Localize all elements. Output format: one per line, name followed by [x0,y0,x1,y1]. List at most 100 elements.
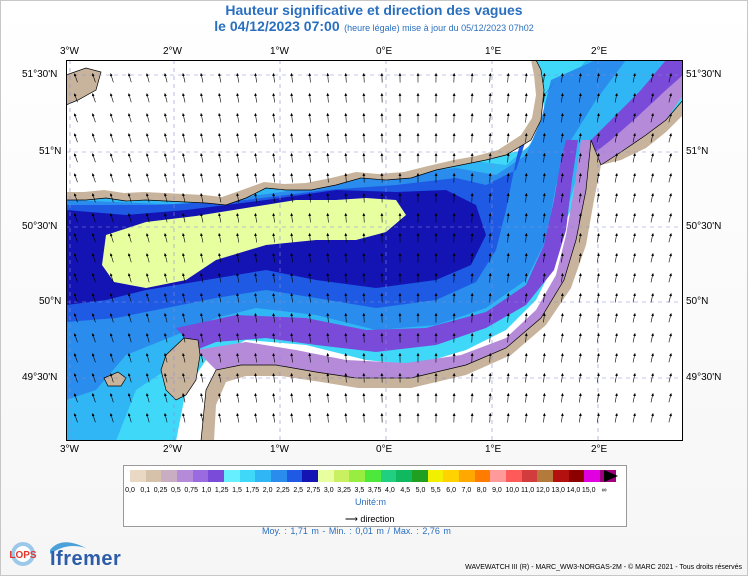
direction-arrow [488,92,492,103]
direction-arrow [308,92,312,103]
direction-arrow [145,233,150,243]
direction-arrow [596,92,600,103]
direction-arrow [560,412,564,423]
lat-tick-left: 51°30'N [22,69,58,80]
direction-arrow [127,413,132,423]
direction-arrow [596,372,600,383]
direction-arrow [650,73,654,83]
direction-arrow [272,192,276,203]
direction-arrow [200,293,204,303]
direction-arrow [632,353,636,363]
direction-arrow [542,412,546,423]
direction-arrow [488,72,492,83]
direction-arrow [650,413,654,423]
direction-arrow [182,293,186,303]
direction-arrow [668,153,672,163]
direction-arrow [668,373,672,383]
direction-arrow [236,132,240,143]
direction-arrow [127,133,132,143]
direction-arrow [578,392,582,403]
legend-swatch [130,470,146,482]
direction-arrow [290,132,294,143]
direction-arrow [182,133,186,143]
direction-arrow [632,113,636,123]
direction-arrow [506,272,510,283]
direction-arrow [488,412,492,423]
direction-arrow [127,273,132,283]
direction-arrow [650,173,654,183]
direction-arrow [127,253,132,263]
direction-arrow [578,212,582,223]
legend-swatch [380,470,397,482]
direction-arrow [326,92,330,103]
direction-arrow [614,72,618,83]
direction-arrow [614,292,618,303]
direction-arrow [109,93,114,103]
direction-arrow [254,392,258,403]
direction-arrow [91,153,96,163]
direction-arrow [650,333,654,343]
direction-arrow [73,73,78,83]
direction-arrow [632,413,636,423]
legend-level-label: 1,25 [214,487,229,494]
legend-level-label: 3,0 [323,487,334,494]
direction-arrow [308,152,312,163]
legend-swatch [161,470,178,482]
direction-arrow [578,152,582,163]
direction-arrow [73,173,78,183]
direction-arrow [182,353,186,363]
direction-arrow [326,412,330,423]
direction-arrow [200,213,204,223]
direction-arrow [524,292,528,303]
direction-arrow [218,152,222,163]
direction-arrow [524,212,528,223]
direction-arrow [109,353,114,363]
direction-arrow [578,132,582,143]
direction-arrow [506,92,510,103]
legend-level-label: 0,1 [140,487,151,494]
direction-arrow [91,93,96,103]
direction-arrow [542,252,546,263]
legend-swatch [568,470,585,482]
legend-swatch [584,470,601,482]
direction-arrow [344,312,348,323]
direction-arrow [578,92,582,103]
map-title: Hauteur significative et direction des v… [225,2,523,18]
direction-arrow [164,213,168,223]
direction-arrow [73,393,78,403]
direction-arrow [182,233,186,243]
direction-arrow [650,233,654,243]
direction-arrow [524,72,528,83]
direction-arrow [127,353,132,363]
direction-arrow [236,212,240,223]
direction-arrow [488,372,492,383]
legend-level-label: 2,25 [276,487,290,494]
direction-arrow [145,333,150,343]
land-france-fill-white [214,115,683,441]
direction-arrow [308,212,312,223]
direction-arrow [614,152,618,163]
direction-arrow [524,112,528,123]
direction-arrow [290,192,294,203]
legend-level-label: 0,5 [170,487,181,494]
direction-arrow [308,252,312,263]
direction-arrow [308,272,312,283]
legend-level-label: 5,0 [415,487,426,494]
direction-arrow [308,292,312,303]
direction-arrow [145,93,150,103]
direction-arrow [218,232,222,243]
direction-arrow [632,173,636,183]
direction-arrow [145,133,150,143]
direction-arrow [272,352,276,363]
legend-level-label: 3,75 [367,487,382,494]
direction-arrow [290,172,294,183]
legend-level-label: 13,0 [551,487,565,494]
direction-arrow [326,132,330,143]
direction-arrow [218,272,222,283]
land-channel-islands [103,371,127,387]
direction-arrow-icon: ⟶ [345,514,358,524]
direction-arrow [308,72,312,83]
direction-arrow [145,253,150,263]
direction-arrow [236,332,240,343]
credit-text: WAVEWATCH III (R) - MARC_WW3-NORGAS-2M -… [465,564,742,571]
